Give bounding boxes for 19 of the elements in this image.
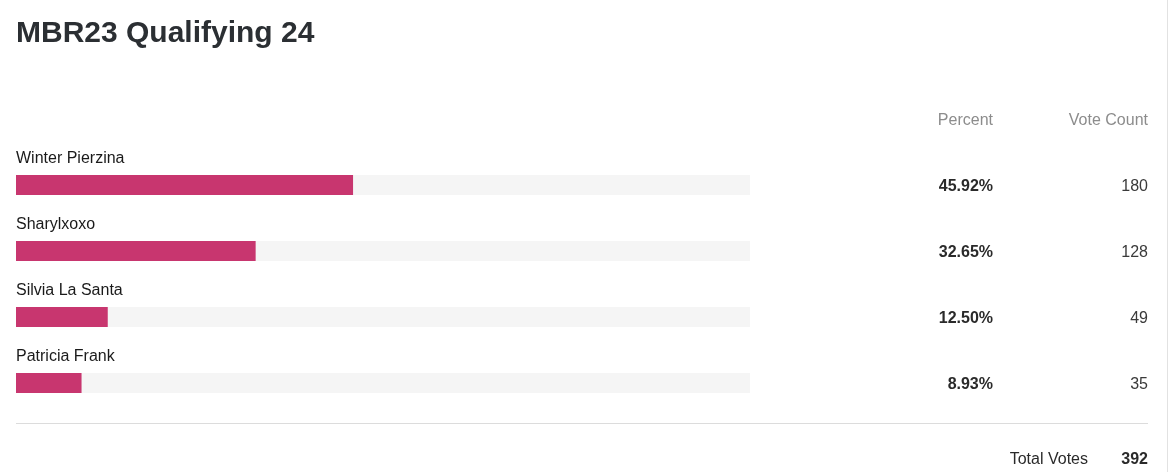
text: 49 bbox=[1130, 308, 1149, 326]
y-tick-label: Patricia Frank bbox=[16, 346, 116, 364]
bar bbox=[16, 373, 82, 393]
text: 35 bbox=[1130, 374, 1149, 392]
bar bbox=[16, 307, 108, 327]
data-label: 12.50% bbox=[938, 308, 993, 326]
text: 180 bbox=[1121, 176, 1149, 194]
text: Total Votes bbox=[1009, 449, 1088, 467]
data-label: 32.65% bbox=[938, 242, 993, 260]
text: 128 bbox=[1121, 242, 1149, 260]
data-label: 45.92% bbox=[938, 176, 993, 194]
chart-title: MBR23 Qualifying 24 bbox=[16, 14, 315, 48]
y-tick-label: Sharylxoxo bbox=[16, 214, 96, 232]
data-label: 8.93% bbox=[947, 374, 993, 392]
text: Percent bbox=[937, 110, 994, 128]
y-tick-label: Winter Pierzina bbox=[16, 148, 125, 166]
text: 392 bbox=[1121, 449, 1149, 467]
text: Vote Count bbox=[1068, 110, 1149, 128]
y-tick-label: Silvia La Santa bbox=[16, 280, 123, 298]
